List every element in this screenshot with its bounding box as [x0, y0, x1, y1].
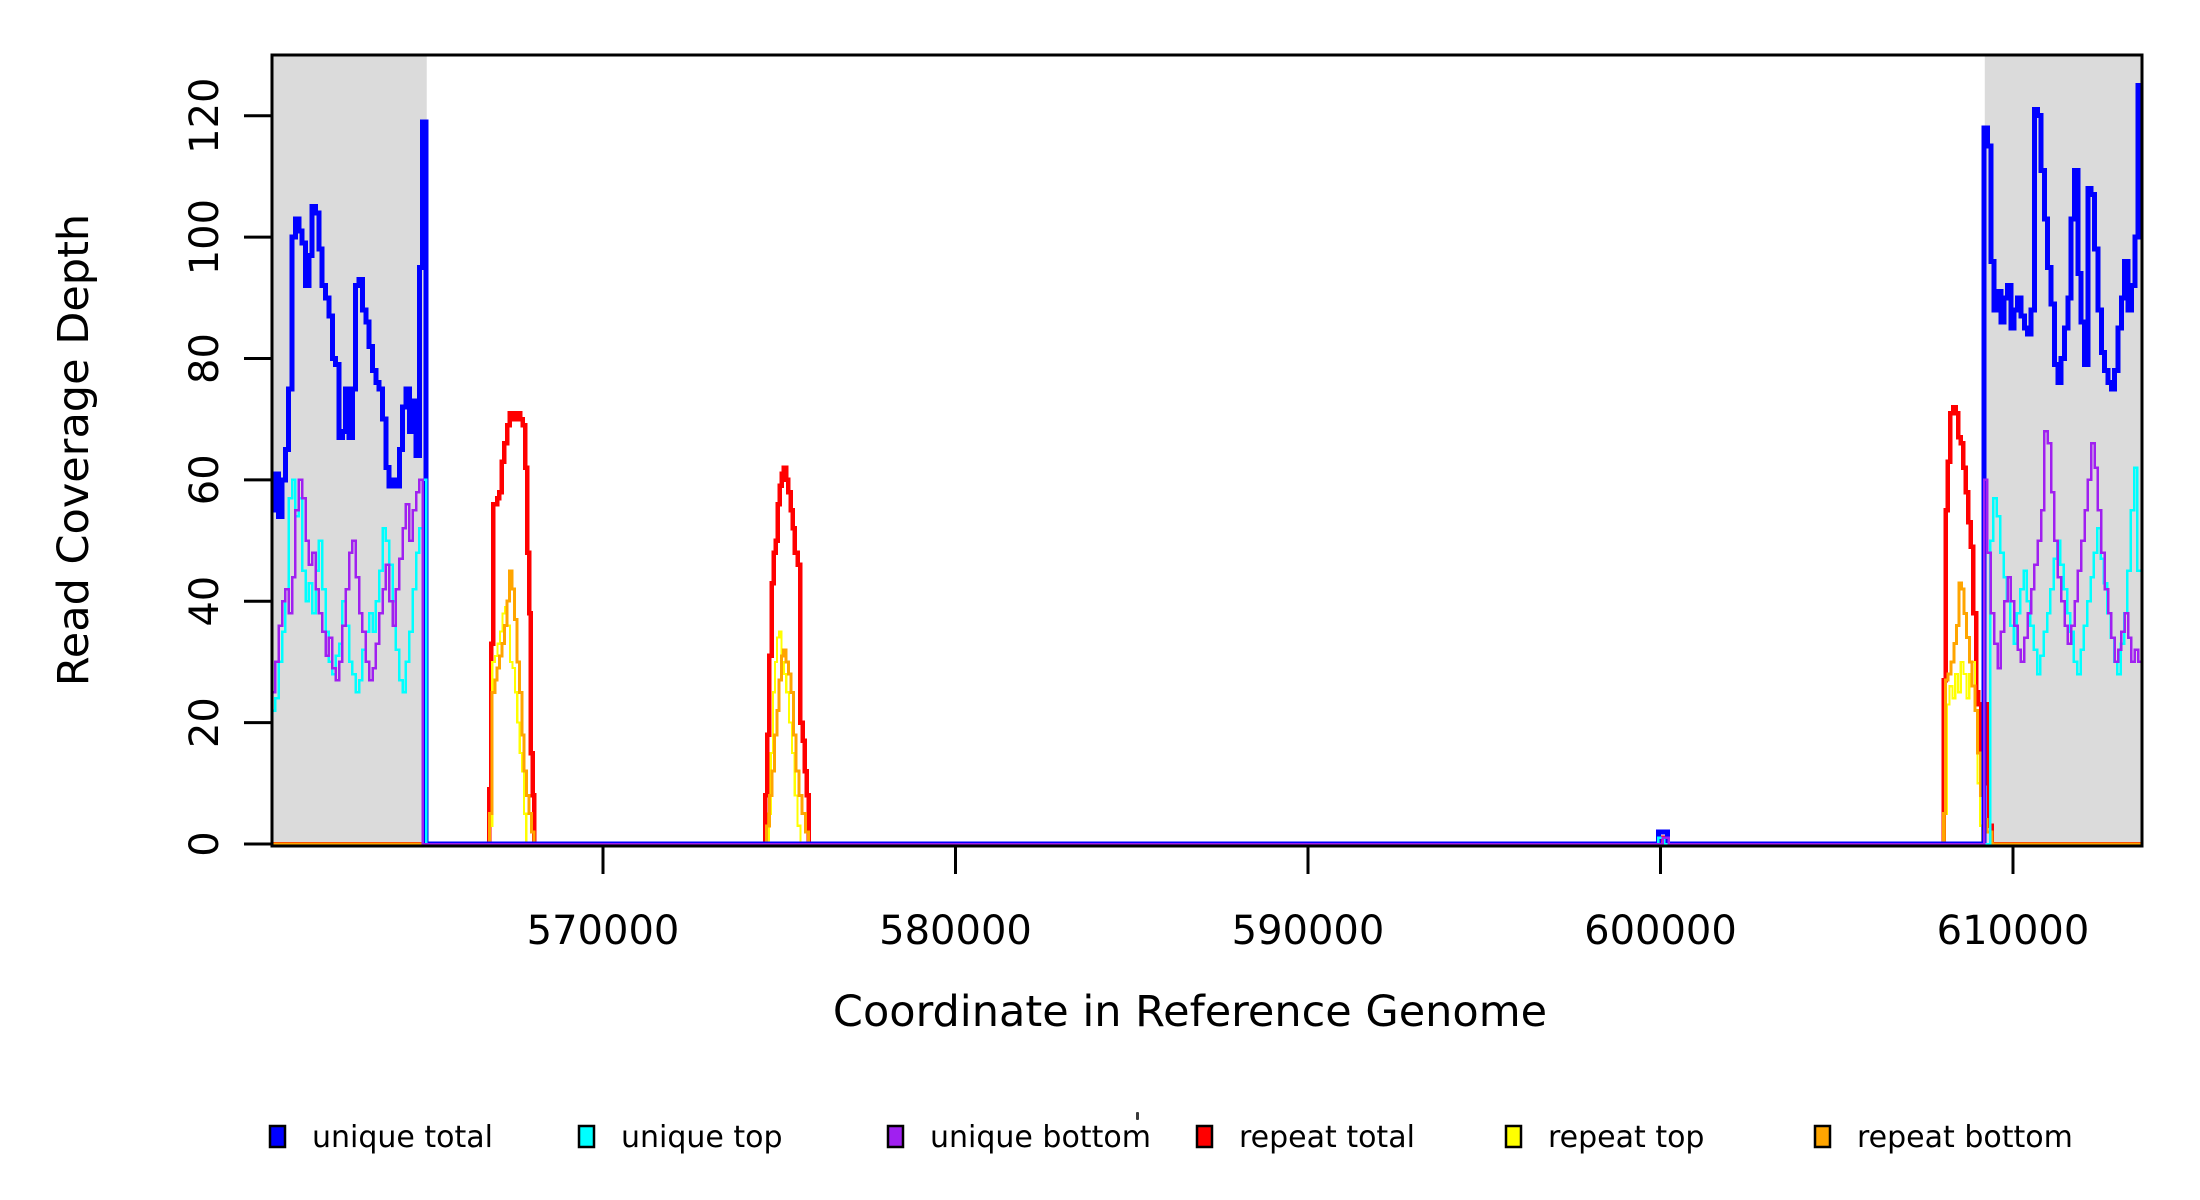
y-tick-label: 80 [182, 333, 228, 384]
legend-swatch-repeat-bottom [1813, 1124, 1832, 1149]
x-tick-label: 600000 [1584, 908, 1737, 954]
stray-dot-mark [1136, 1112, 1139, 1120]
legend-label-unique-bottom: unique bottom [930, 1120, 1151, 1155]
y-axis-title: Read Coverage Depth [49, 214, 99, 686]
legend-swatch-repeat-total [1195, 1124, 1214, 1149]
legend-label-repeat-top: repeat top [1548, 1120, 1704, 1155]
legend-swatch-repeat-top [1504, 1124, 1523, 1149]
y-tick-label: 0 [182, 831, 228, 856]
y-tick-label: 60 [182, 454, 228, 505]
legend-label-unique-top: unique top [621, 1120, 783, 1155]
y-tick-label: 100 [182, 199, 228, 275]
x-tick-label: 580000 [879, 908, 1032, 954]
x-tick-label: 590000 [1232, 908, 1385, 954]
legend-swatch-unique-total [268, 1124, 287, 1149]
legend-label-unique-total: unique total [312, 1120, 493, 1155]
y-tick-label: 20 [182, 697, 228, 748]
legend-label-repeat-bottom: repeat bottom [1857, 1120, 2073, 1155]
x-axis-title: Coordinate in Reference Genome [833, 987, 1547, 1037]
series-line-unique-bottom [272, 430, 2142, 846]
legend-swatch-unique-bottom [886, 1124, 905, 1149]
legend-label-repeat-total: repeat total [1239, 1120, 1415, 1155]
x-tick-label: 570000 [527, 908, 680, 954]
legend-swatch-unique-top [577, 1124, 596, 1149]
series-line-repeat-total [272, 404, 2142, 847]
plot-border-box [270, 53, 2144, 848]
y-tick-label: 40 [182, 576, 228, 627]
series-line-unique-total [272, 82, 2142, 847]
x-tick-label: 610000 [1937, 908, 2090, 954]
series-line-repeat-bottom [272, 569, 2142, 846]
right-gray-region [1984, 55, 2142, 846]
series-line-repeat-top [272, 606, 2142, 846]
series-line-unique-top [272, 466, 2142, 846]
y-tick-label: 120 [182, 78, 228, 154]
